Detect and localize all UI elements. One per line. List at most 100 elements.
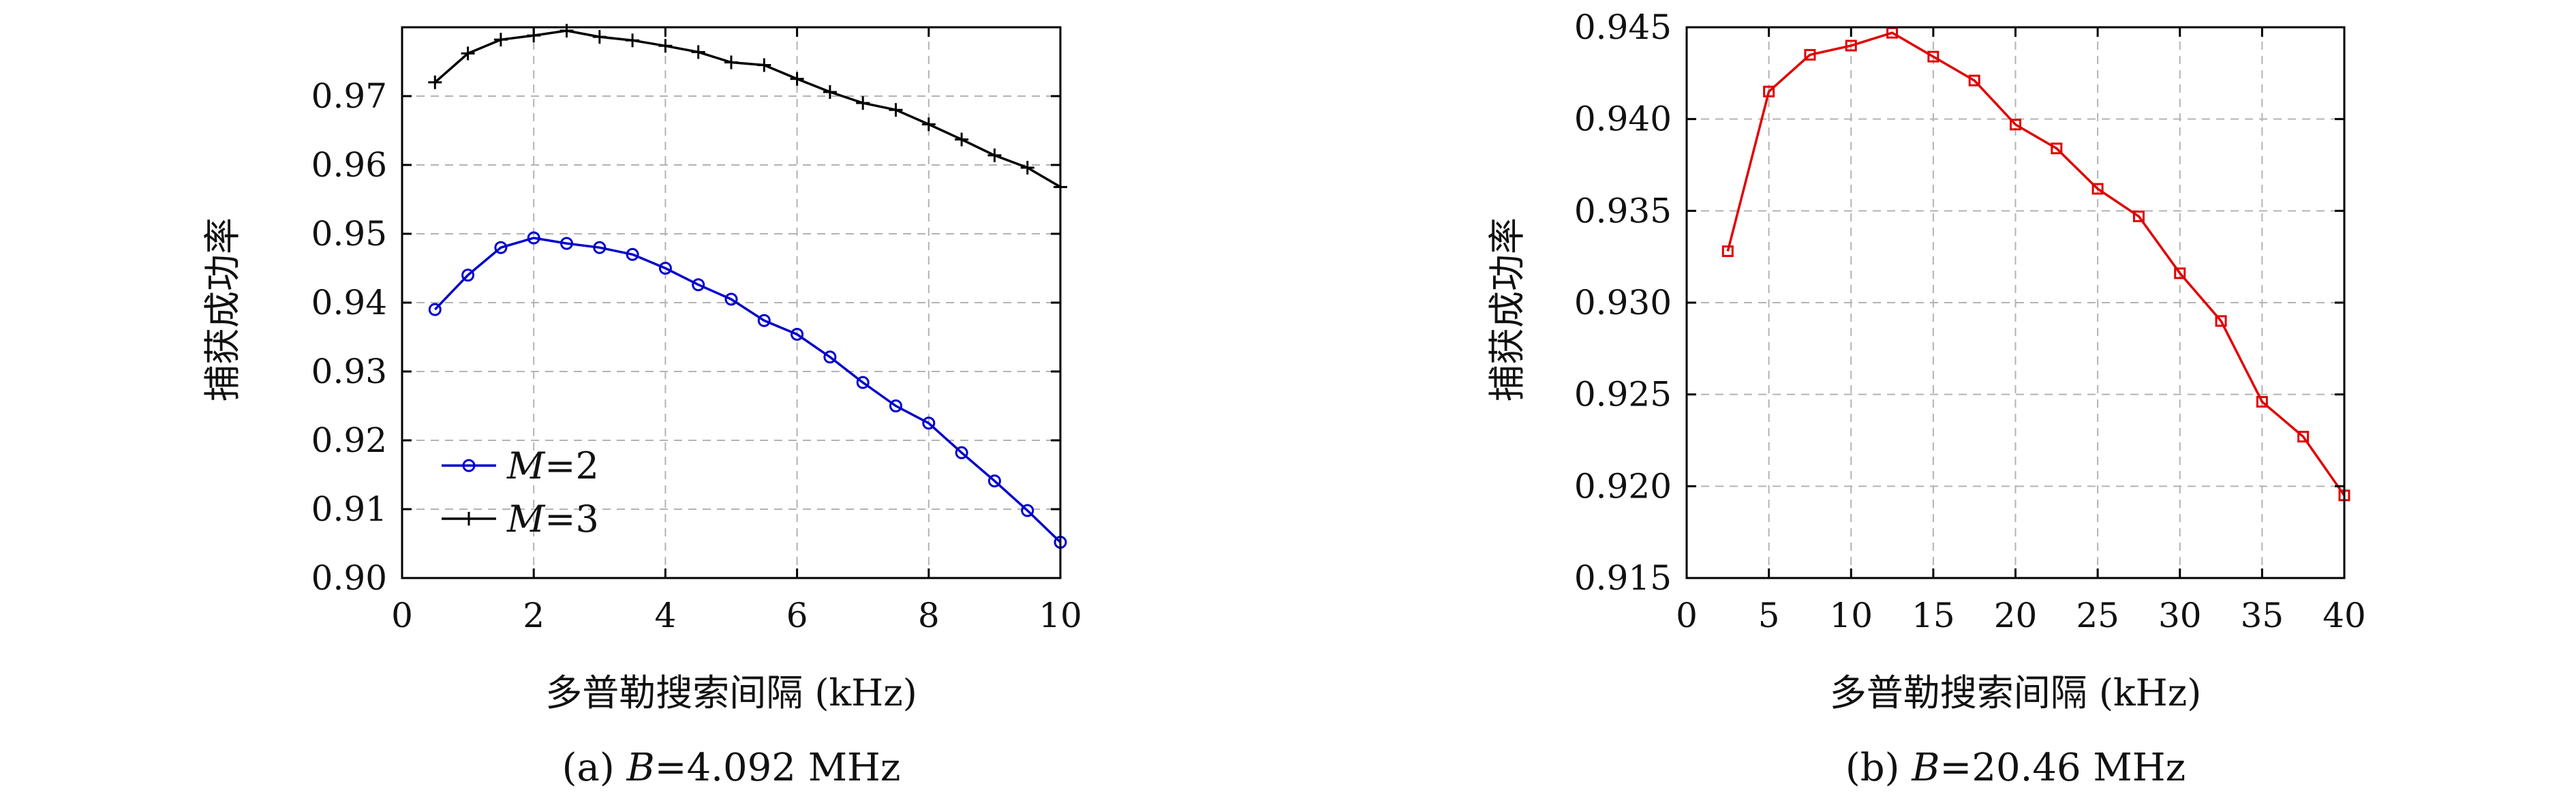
- caption-variable: B: [1911, 746, 1939, 790]
- data-point-plus: [921, 117, 936, 132]
- data-point-circle: [1021, 504, 1034, 517]
- data-point-square: [2256, 395, 2268, 408]
- data-point-plus: [592, 30, 607, 44]
- x-tick-label: 10: [1039, 596, 1082, 635]
- data-point-square: [1804, 48, 1816, 61]
- grid-lines: [1687, 27, 2344, 578]
- y-tick-label: 0.94: [311, 283, 387, 322]
- caption-a: (a) B=4.092 MHz: [562, 746, 901, 790]
- data-point-plus: [889, 103, 903, 117]
- y-axis-label: 捕获成功率: [201, 217, 244, 401]
- x-tick-label: 8: [918, 596, 940, 635]
- data-point-plus: [493, 33, 508, 47]
- series-line: [434, 29, 1061, 188]
- series-m-3: [428, 24, 1067, 194]
- x-tick-label: 30: [2158, 596, 2202, 635]
- caption-b: (b) B=20.46 MHz: [1845, 746, 2186, 790]
- data-point-plus: [462, 512, 476, 526]
- x-axis-label: 多普勒搜索间隔 (kHz): [1830, 671, 2202, 714]
- data-point-square: [2091, 183, 2104, 195]
- caption-value: =20.46 MHz: [1939, 746, 2186, 790]
- x-tick-label: 6: [786, 596, 808, 635]
- x-tick-label: 15: [1912, 596, 1955, 635]
- data-point-circle: [724, 292, 738, 306]
- data-point-square: [1845, 40, 1857, 52]
- data-point-plus: [757, 58, 771, 72]
- caption-variable: B: [626, 746, 655, 790]
- data-point-plus: [724, 55, 738, 70]
- data-point-circle: [658, 262, 672, 275]
- data-point-circle: [889, 399, 902, 412]
- data-point-plus: [987, 148, 1002, 162]
- series-lines: [1721, 27, 2350, 502]
- y-tick-label: 0.915: [1574, 558, 1672, 598]
- legend-item: M=2: [442, 444, 599, 487]
- data-point-plus: [428, 75, 442, 89]
- y-tick-label: 0.91: [311, 489, 387, 529]
- x-tick-label: 4: [654, 596, 676, 635]
- grid-lines: [402, 27, 1060, 578]
- x-tick-label: 10: [1829, 596, 1873, 635]
- legend: M=2M=3: [442, 444, 599, 541]
- chart-panel-a: 0 2 4 6 8 100.900.910.920.930.940.950.960.97 …: [201, 24, 1082, 790]
- legend-value: =3: [545, 498, 599, 541]
- data-point-plus: [856, 96, 870, 110]
- data-point-plus: [823, 85, 837, 99]
- data-point-circle: [428, 303, 442, 316]
- data-point-circle: [955, 446, 968, 459]
- data-point-circle: [692, 278, 705, 292]
- y-tick-label: 0.920: [1574, 466, 1672, 506]
- legend-variable: M: [506, 444, 546, 487]
- data-point-plus: [1020, 161, 1034, 175]
- y-tick-label: 0.95: [311, 214, 387, 254]
- data-point-circle: [462, 459, 476, 472]
- data-point-square: [2215, 315, 2227, 327]
- data-point-plus: [955, 132, 969, 147]
- legend-item: M=3: [442, 498, 599, 541]
- data-point-square: [2010, 119, 2021, 131]
- data-point-circle: [461, 269, 475, 282]
- data-point-plus: [559, 24, 574, 38]
- x-tick-label: 40: [2322, 596, 2366, 635]
- series-line: [1721, 27, 2350, 502]
- data-point-plus: [691, 45, 705, 59]
- x-tick-label: 20: [1994, 596, 2038, 635]
- data-point-circle: [791, 327, 804, 341]
- series-m-2: [428, 231, 1067, 549]
- data-point-circle: [823, 350, 837, 364]
- caption-value: =4.092 MHz: [655, 746, 901, 790]
- data-point-circle: [757, 314, 771, 327]
- legend-label: M=3: [506, 498, 599, 541]
- x-tick-label: 0: [391, 596, 413, 635]
- data-point-circle: [987, 474, 1001, 488]
- data-point-square: [2132, 210, 2145, 222]
- y-tick-label: 0.935: [1574, 191, 1672, 230]
- y-tick-label: 0.90: [311, 558, 387, 598]
- data-point-circle: [593, 241, 607, 254]
- x-tick-label: 35: [2241, 596, 2284, 635]
- data-point-square: [2174, 267, 2186, 279]
- data-point-circle: [856, 376, 870, 389]
- y-tick-label: 0.97: [311, 76, 387, 116]
- x-tick-label: 0: [1676, 596, 1698, 635]
- data-point-square: [2051, 142, 2063, 155]
- caption-prefix: (b): [1845, 746, 1912, 790]
- data-point-square: [1763, 85, 1775, 97]
- data-point-square: [1968, 74, 1980, 87]
- y-axis-label: 捕获成功率: [1486, 217, 1529, 401]
- data-point-square: [1927, 50, 1939, 63]
- series-line: [434, 237, 1062, 543]
- chart-panel-b: 0 5 10 15 20 25 30 35 40 0.915 0.920 0.925 0.930 0.93…: [1486, 7, 2366, 790]
- x-axis-label: 多普勒搜索间隔 (kHz): [545, 671, 917, 714]
- series-line: [1726, 31, 2346, 496]
- y-tick-label: 0.96: [311, 145, 387, 185]
- data-point-circle: [527, 231, 540, 245]
- tick-labels: 0 5 10 15 20 25 30 35 40 0.915 0.920 0.925 0.930 0.93…: [1574, 7, 2366, 635]
- x-tick-label: 5: [1758, 596, 1780, 635]
- y-tick-label: 0.940: [1574, 100, 1672, 139]
- tick-marks: [401, 27, 1062, 579]
- data-point-circle: [626, 247, 639, 261]
- tick-marks: [1685, 26, 2346, 579]
- data-point-circle: [494, 241, 508, 254]
